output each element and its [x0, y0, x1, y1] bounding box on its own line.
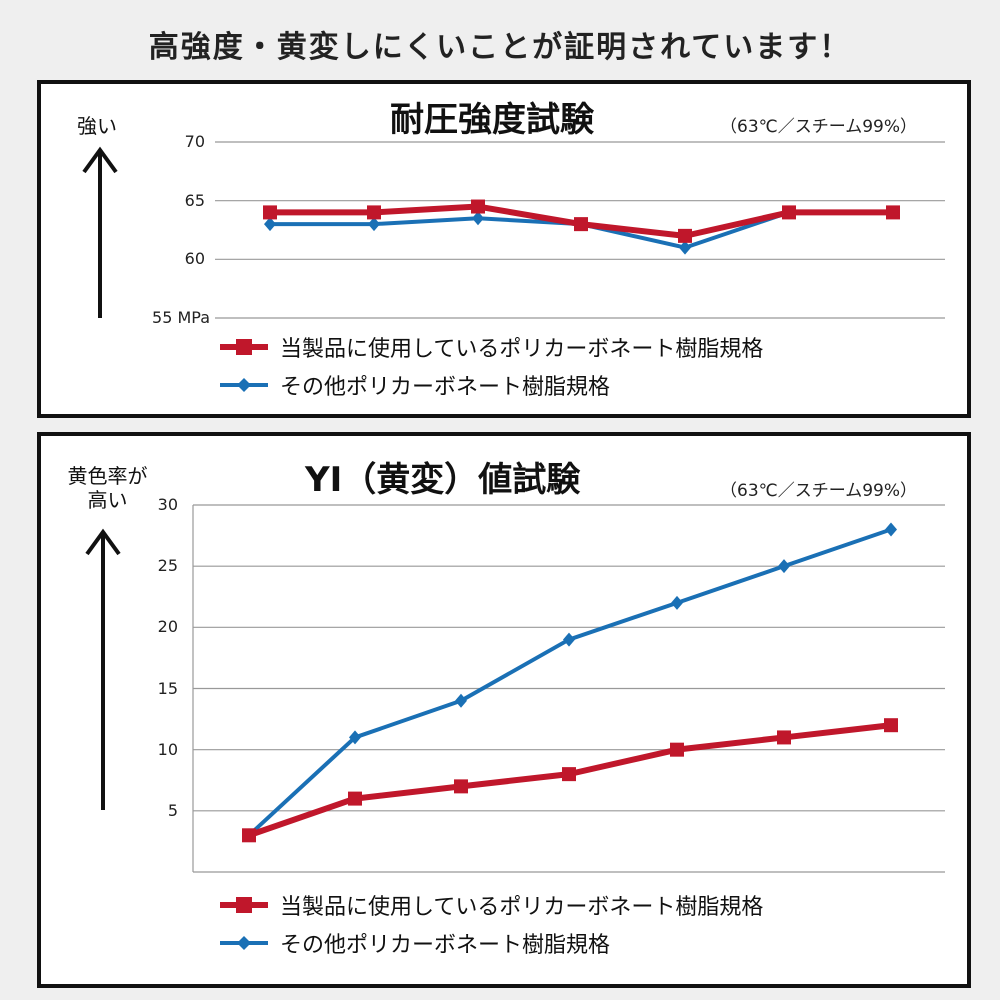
legend-item-product: 当製品に使用しているポリカーボネート樹脂規格 [218, 328, 763, 366]
chart-title: YI（黄変）値試験 [305, 460, 581, 500]
square-marker-icon [220, 339, 268, 355]
data-point [472, 211, 484, 226]
y-tick: 30 [157, 495, 178, 514]
data-point [368, 217, 380, 232]
y-tick: 20 [157, 617, 178, 637]
legend-item-product: 当製品に使用しているポリカーボネート樹脂規格 [218, 886, 763, 924]
chart-condition: （63℃／スチーム99%） [720, 481, 917, 501]
y-tick: 5 [167, 800, 178, 820]
chart-title: 耐圧強度試験 [390, 100, 594, 140]
legend-label: 当製品に使用しているポリカーボネート樹脂規格 [280, 337, 764, 362]
legend-label: その他ポリカーボネート樹脂規格 [280, 375, 611, 400]
data-point [885, 522, 897, 537]
data-point [471, 199, 485, 214]
legend-item-other: その他ポリカーボネート樹脂規格 [218, 366, 763, 404]
y-axis-label: 強い [77, 114, 117, 138]
y-axis-label: 黄色率が 高い [45, 464, 170, 512]
data-point [886, 205, 900, 220]
data-point [574, 217, 588, 232]
data-point [678, 228, 692, 243]
y-tick: 15 [157, 678, 178, 698]
y-tick: 65 [184, 191, 205, 210]
data-point [242, 828, 256, 843]
data-point [454, 779, 468, 794]
data-point [679, 240, 691, 255]
data-point [455, 693, 467, 708]
data-point [349, 730, 361, 745]
y-tick: 60 [184, 249, 205, 268]
data-point [562, 767, 576, 782]
data-point [348, 791, 362, 806]
y-tick: 10 [157, 739, 178, 759]
data-point [670, 742, 684, 757]
headline: 高強度・黄変しにくいことが証明されています！ [148, 30, 852, 65]
legend-label: 当製品に使用しているポリカーボネート樹脂規格 [280, 895, 764, 920]
data-point [367, 205, 381, 220]
y-tick: 70 [184, 132, 205, 151]
chart-condition: （63℃／スチーム99%） [720, 117, 917, 137]
series-line [270, 210, 790, 250]
square-marker-icon [220, 897, 268, 913]
data-point [563, 632, 575, 647]
up-arrow-head-icon [85, 528, 121, 556]
data-point [778, 559, 790, 574]
diamond-marker-icon [220, 936, 268, 950]
diamond-marker-icon [220, 378, 268, 392]
data-point [777, 730, 791, 745]
series-line [247, 527, 892, 837]
data-point [671, 595, 683, 610]
legend: 当製品に使用しているポリカーボネート樹脂規格 その他ポリカーボネート樹脂規格 [218, 886, 763, 962]
data-point [782, 205, 796, 220]
y-tick: 25 [157, 556, 178, 576]
y-axis-label-line: 高い [87, 488, 128, 512]
legend-item-other: その他ポリカーボネート樹脂規格 [218, 924, 763, 962]
legend-label: その他ポリカーボネート樹脂規格 [280, 933, 611, 958]
y-tick: 55 MPa [152, 308, 210, 327]
data-point [264, 217, 276, 232]
y-axis-label-line: 黄色率が [67, 464, 148, 488]
compressive-strength-chart [37, 80, 971, 418]
data-point [884, 718, 898, 733]
up-arrow-head-icon [82, 146, 118, 174]
data-point [263, 205, 277, 220]
legend: 当製品に使用しているポリカーボネート樹脂規格 その他ポリカーボネート樹脂規格 [218, 328, 763, 404]
